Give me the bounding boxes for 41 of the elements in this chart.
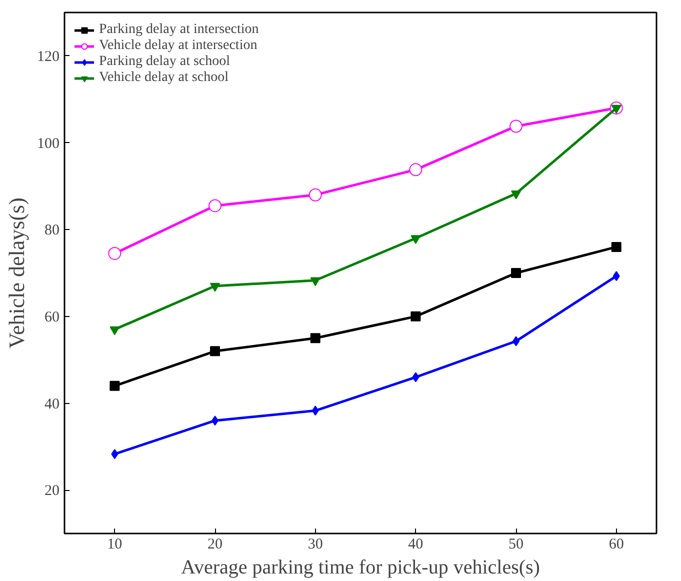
y-tick-label: 120	[37, 48, 60, 65]
point	[210, 282, 220, 292]
point	[110, 380, 120, 391]
point	[210, 346, 220, 356]
point	[208, 199, 222, 212]
point	[512, 336, 520, 346]
x-tick-label: 60	[608, 536, 624, 552]
point	[611, 242, 622, 252]
x-axis-title: Average parking time for pick-up vehicles(s)	[181, 556, 540, 578]
point	[308, 188, 322, 202]
point	[312, 406, 319, 416]
x-tick-label: 30	[308, 536, 323, 552]
point	[511, 190, 522, 200]
x-tick-label: 40	[408, 536, 424, 552]
y-tick-label: 40	[44, 396, 60, 412]
point	[111, 449, 118, 460]
legend-label: Parking delay at school	[99, 54, 230, 70]
legend-label: Vehicle delay at intersection	[99, 38, 258, 54]
point	[410, 311, 421, 322]
point	[310, 333, 320, 344]
point	[412, 372, 420, 382]
y-axis-title: Vehicle delays(s)	[4, 198, 29, 348]
point	[409, 163, 422, 176]
y-tick-label: 60	[44, 309, 60, 326]
y-tick-label: 80	[44, 222, 60, 239]
point	[212, 416, 219, 426]
legend-label: Parking delay at intersection	[99, 22, 259, 38]
x-tick-label: 20	[208, 536, 223, 552]
legend-label: Vehicle delay at school	[99, 70, 228, 86]
point	[310, 277, 320, 286]
point	[410, 235, 421, 244]
point	[110, 326, 120, 336]
point	[611, 104, 622, 114]
y-tick-label: 100	[37, 136, 60, 152]
x-tick-label: 10	[107, 536, 122, 552]
point	[510, 120, 523, 133]
point	[612, 271, 620, 282]
y-tick-label: 20	[44, 483, 60, 500]
x-tick-label: 50	[508, 536, 524, 552]
point	[108, 246, 122, 260]
point	[511, 268, 522, 278]
